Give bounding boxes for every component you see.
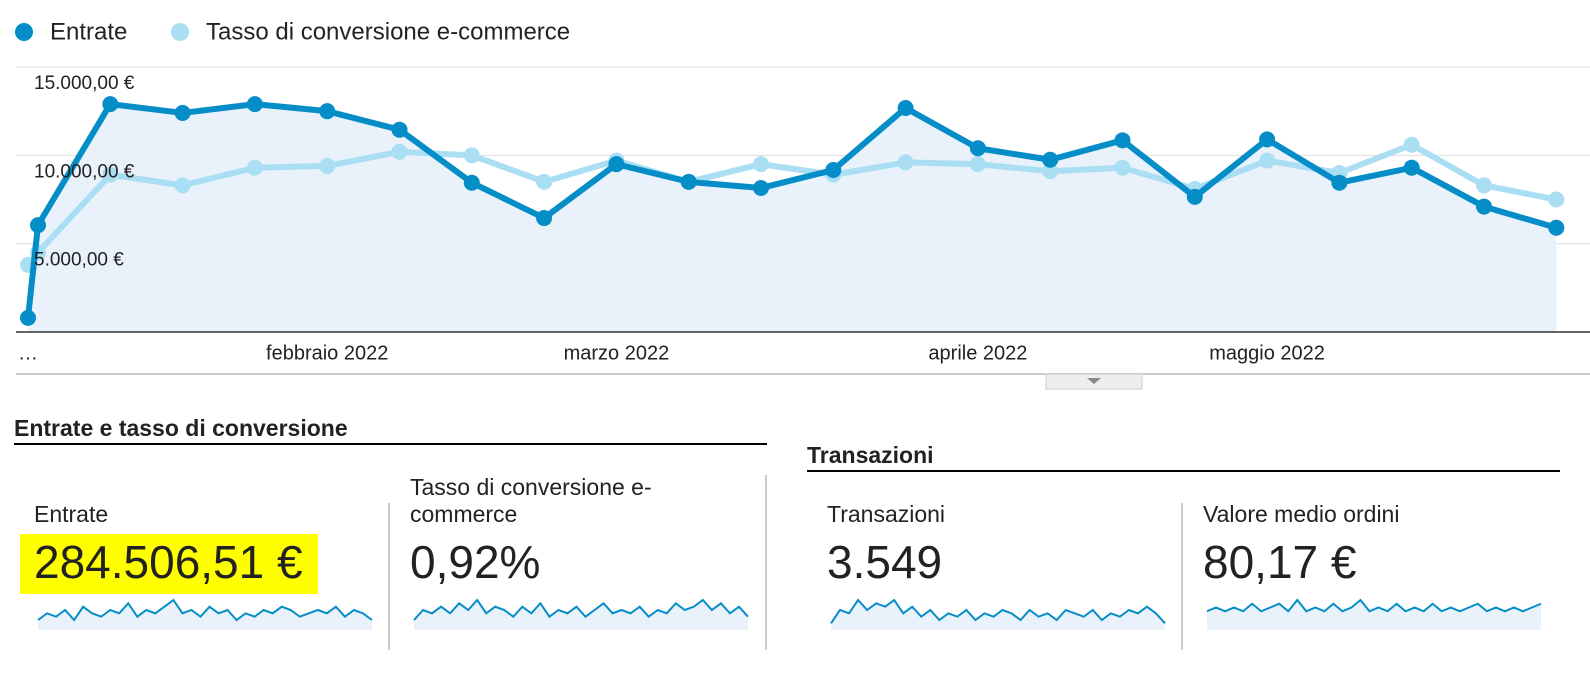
card-label: Transazioni xyxy=(827,501,945,527)
data-point xyxy=(825,161,842,178)
data-point xyxy=(319,103,336,120)
data-point xyxy=(969,156,986,173)
sparkline-area xyxy=(1207,600,1541,630)
data-point xyxy=(102,96,119,113)
highlight xyxy=(20,534,318,594)
sparkline xyxy=(1206,598,1542,613)
card-value: 0,92% xyxy=(410,536,540,588)
sparkline xyxy=(830,598,1166,625)
data-point xyxy=(1042,151,1059,168)
data-point xyxy=(30,217,46,234)
data-point xyxy=(1331,174,1348,191)
data-point xyxy=(536,210,553,227)
data-point xyxy=(1042,163,1059,180)
data-point xyxy=(1186,188,1203,205)
data-point xyxy=(463,174,480,191)
x-tick-label: maggio 2022 xyxy=(1209,342,1325,364)
data-point xyxy=(174,177,191,194)
data-point xyxy=(680,173,697,190)
y-tick-label: 15.000,00 € xyxy=(34,73,135,94)
legend-marker xyxy=(171,23,189,41)
sparkline xyxy=(413,598,749,621)
data-point xyxy=(246,159,263,176)
sparkline-area xyxy=(831,600,1165,630)
data-point xyxy=(391,121,408,138)
sparkline xyxy=(37,598,373,622)
data-point xyxy=(319,157,336,174)
card-value: 80,17 € xyxy=(1203,536,1356,588)
card-label-line: commerce xyxy=(410,501,517,527)
data-point xyxy=(1476,177,1492,194)
x-tick-label: febbraio 2022 xyxy=(266,342,388,364)
legend-label: Tasso di conversione e-commerce xyxy=(206,18,570,45)
data-point xyxy=(1259,131,1276,148)
data-point xyxy=(1403,159,1420,176)
x-tick-label: … xyxy=(18,342,38,364)
y-tick-label: 5.000,00 € xyxy=(34,250,124,271)
data-point xyxy=(753,180,769,197)
legend-label: Entrate xyxy=(50,18,127,45)
area xyxy=(28,104,1557,332)
card-label: Valore medio ordini xyxy=(1203,501,1399,527)
data-point xyxy=(1259,152,1276,169)
data-point xyxy=(174,104,191,121)
x-tick-label: marzo 2022 xyxy=(564,342,670,364)
data-point xyxy=(969,140,986,157)
data-point xyxy=(20,309,36,326)
data-point xyxy=(1476,198,1492,215)
data-point xyxy=(1114,132,1131,149)
legend-marker xyxy=(15,23,33,41)
data-point xyxy=(391,143,408,160)
card-label: Entrate xyxy=(34,501,108,527)
sparkline-area xyxy=(414,600,748,630)
y-tick-label: 10.000,00 € xyxy=(34,161,135,182)
data-point xyxy=(897,99,914,116)
data-point xyxy=(536,173,553,190)
x-tick-label: aprile 2022 xyxy=(928,342,1027,364)
section-title: Transazioni xyxy=(807,442,934,468)
card-value: 284.506,51 € xyxy=(34,536,303,588)
card-label-line: Tasso di conversione e- xyxy=(410,474,652,500)
data-point xyxy=(897,154,914,171)
data-point xyxy=(102,166,119,183)
data-point xyxy=(1114,159,1131,176)
card-value: 3.549 xyxy=(827,536,942,588)
section-title: Entrate e tasso di conversione xyxy=(14,415,348,441)
data-point xyxy=(753,156,769,173)
data-point xyxy=(1548,219,1565,236)
data-point xyxy=(246,96,263,113)
card-label: Tasso di conversione e-commerce xyxy=(410,474,652,527)
data-point xyxy=(1403,136,1420,153)
data-point xyxy=(608,156,625,173)
data-point xyxy=(463,147,480,164)
sparkline-area xyxy=(38,600,372,630)
expand-arrow xyxy=(1087,378,1101,384)
data-point xyxy=(1548,191,1565,208)
